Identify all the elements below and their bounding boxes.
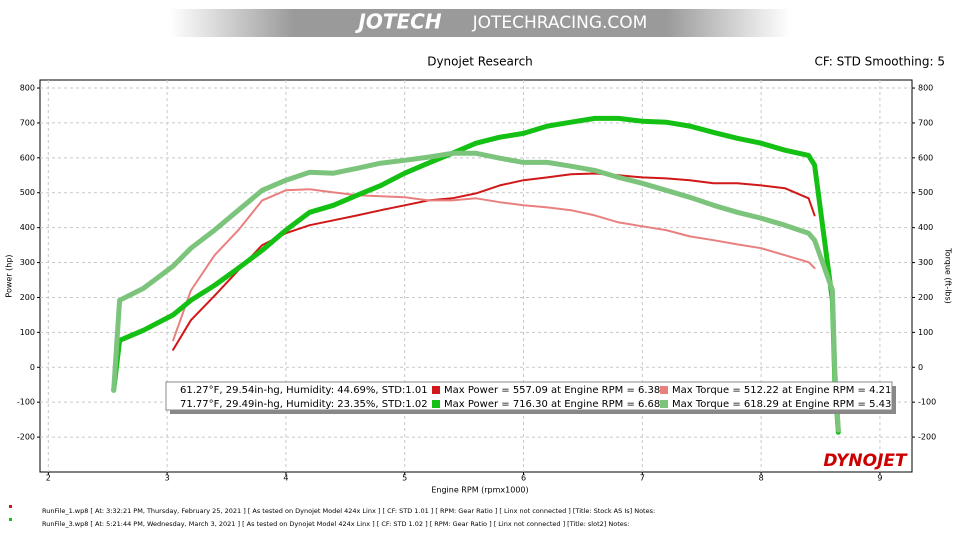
x-tick-label: 9 (877, 474, 882, 483)
y-axis-label: Power (hp) (5, 254, 14, 297)
legend-swatch (660, 400, 668, 408)
legend-conditions: 71.77°F, 29.49in-hg, Humidity: 23.35%, S… (180, 399, 428, 410)
y-tick-label: 600 (20, 153, 35, 162)
footer-text: RunFile_3.wp8 [ At: 5:21:44 PM, Wednesda… (42, 520, 629, 528)
y2-axis-label: Torque (ft-lbs) (944, 247, 953, 304)
y-tick-label: 0 (30, 363, 35, 372)
watermark: DYNOJET (823, 451, 908, 471)
legend-entry: Max Torque = 618.29 at Engine RPM = 5.43 (672, 399, 891, 410)
legend-entry: Max Torque = 512.22 at Engine RPM = 4.21 (672, 385, 891, 396)
y-tick-label: 500 (20, 188, 35, 197)
footer-swatch (9, 505, 12, 508)
x-axis-label: Engine RPM (rpmx1000) (431, 486, 528, 495)
legend-entry: Max Power = 557.09 at Engine RPM = 6.38 (444, 385, 660, 396)
y2-tick-label: -100 (918, 398, 936, 407)
y2-tick-label: 100 (918, 328, 933, 337)
footer: RunFile_1.wp8 [ At: 3:32:21 PM, Thursday… (9, 505, 655, 528)
y-tick-label: 100 (20, 328, 35, 337)
x-tick-label: 5 (402, 474, 407, 483)
y-tick-label: -200 (17, 433, 35, 442)
x-tick-label: 6 (521, 474, 526, 483)
x-tick-label: 3 (165, 474, 170, 483)
legend-conditions: 61.27°F, 29.54in-hg, Humidity: 44.69%, S… (180, 385, 428, 396)
y2-tick-label: 0 (918, 363, 923, 372)
legend-swatch (660, 386, 668, 394)
y-tick-label: 700 (20, 118, 35, 127)
y2-tick-label: -200 (918, 433, 936, 442)
chart-title: Dynojet Research (427, 55, 533, 69)
footer-swatch (9, 518, 12, 521)
y2-tick-label: 400 (918, 223, 933, 232)
legend-swatch (432, 400, 440, 408)
plot: -200 -100 0 100 200 300 400 500 600 700 800 -200 -10… (17, 80, 936, 483)
y2-tick-label: 600 (918, 153, 933, 162)
y-tick-label: 300 (20, 258, 35, 267)
legend: 61.27°F, 29.54in-hg, Humidity: 44.69%, S… (180, 385, 891, 410)
series-line (172, 188, 816, 342)
x-tick-label: 8 (759, 474, 764, 483)
x-tick-label: 7 (640, 474, 645, 483)
y2-tick-label: 500 (918, 188, 933, 197)
chart-subtitle: CF: STD Smoothing: 5 (814, 55, 945, 69)
banner-logo: JOTECH (354, 10, 441, 34)
y-tick-label: -100 (17, 398, 35, 407)
y2-tick-label: 200 (918, 293, 933, 302)
y2-tick-label: 800 (918, 84, 933, 93)
banner-site: JOTECHRACING.COM (472, 13, 648, 33)
y2-tick-label: 300 (918, 258, 933, 267)
y2-tick-label: 700 (918, 118, 933, 127)
series-line (111, 150, 841, 433)
x-tick-label: 4 (283, 474, 288, 483)
banner (170, 9, 790, 37)
legend-entry: Max Power = 716.30 at Engine RPM = 6.68 (444, 399, 660, 410)
y-tick-label: 400 (20, 223, 35, 232)
legend-box (165, 381, 893, 411)
footer-text: RunFile_1.wp8 [ At: 3:32:21 PM, Thursday… (42, 507, 655, 515)
y-tick-label: 200 (20, 293, 35, 302)
legend-swatch (432, 386, 440, 394)
series-line (111, 115, 841, 435)
y-tick-label: 800 (20, 84, 35, 93)
x-tick-label: 2 (46, 474, 51, 483)
